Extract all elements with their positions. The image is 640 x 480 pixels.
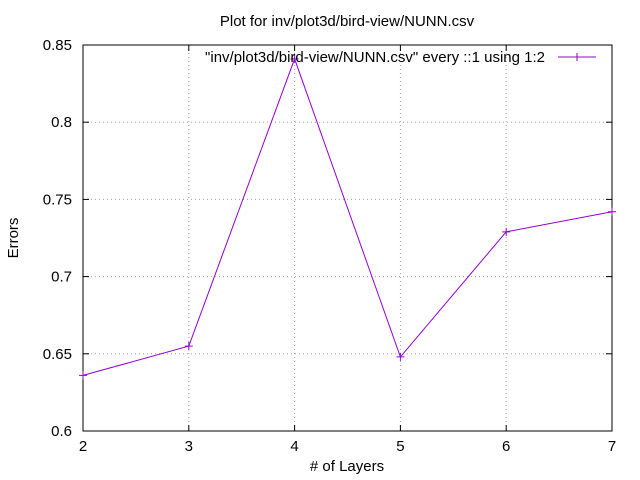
series-layer (79, 54, 616, 380)
series-line (82, 57, 613, 376)
y-tick-label: 0.6 (51, 423, 72, 440)
grid-lines (83, 45, 612, 431)
data-point-marker (290, 54, 299, 63)
x-tick-label: 3 (185, 438, 193, 455)
data-point-marker (502, 227, 511, 236)
legend: "inv/plot3d/bird-view/NUNN.csv" every ::… (205, 49, 596, 66)
y-tick-label: 0.65 (43, 346, 72, 363)
y-axis-label: Errors (5, 218, 22, 259)
x-tick-label: 2 (79, 438, 87, 455)
x-tick-label: 7 (608, 438, 616, 455)
axis-ticks: 2 3 4 5 6 7 0.6 0.65 0.7 0.75 0.8 0.85 (43, 37, 616, 455)
x-axis-label: # of Layers (310, 458, 384, 475)
y-tick-label: 0.75 (43, 191, 72, 208)
y-tick-label: 0.8 (51, 114, 72, 131)
y-tick-label: 0.7 (51, 269, 72, 286)
data-point-marker (79, 371, 87, 380)
y-tick-label: 0.85 (43, 37, 72, 54)
legend-label: "inv/plot3d/bird-view/NUNN.csv" every ::… (205, 49, 545, 66)
data-point-marker (184, 342, 193, 351)
data-point-marker (396, 352, 405, 361)
plot-frame (82, 44, 613, 432)
data-point-marker (608, 207, 616, 216)
x-tick-label: 4 (290, 438, 298, 455)
legend-marker (573, 53, 581, 61)
x-tick-label: 5 (396, 438, 404, 455)
chart-title: Plot for inv/plot3d/bird-view/NUNN.csv (220, 13, 475, 30)
x-tick-label: 6 (502, 438, 510, 455)
